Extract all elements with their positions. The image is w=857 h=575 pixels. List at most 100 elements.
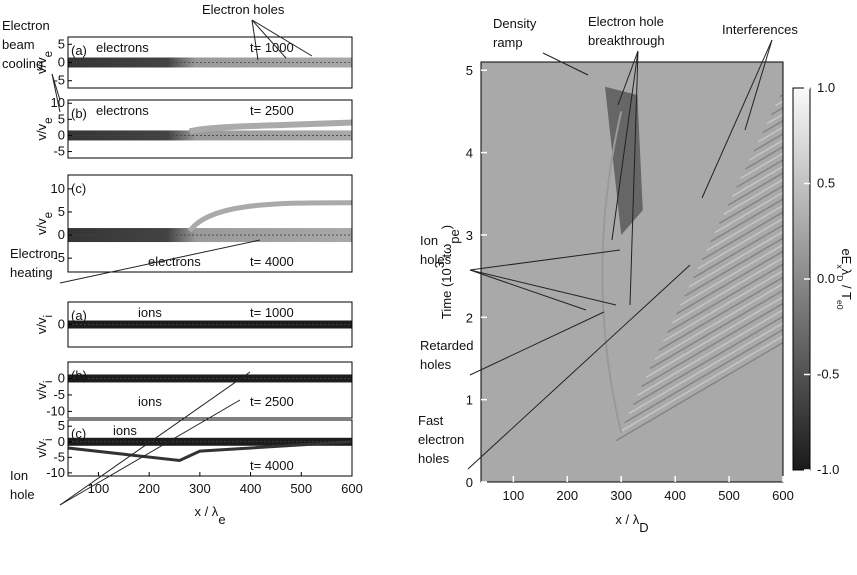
annotation-text: Electron — [2, 18, 50, 33]
y-tick-label: 5 — [466, 63, 473, 78]
colorbar-tick-label: -1.0 — [817, 462, 839, 477]
stripe — [654, 283, 784, 360]
annotation: Fast electron holes — [418, 264, 691, 470]
stripe — [770, 107, 784, 116]
y-tick-label: 2 — [466, 310, 473, 325]
panel-frame — [67, 99, 353, 159]
x-tick-label: 600 — [772, 488, 794, 503]
species-label: ions — [113, 423, 137, 438]
y-axis-label: v/ve — [34, 117, 55, 140]
panel-bg — [68, 420, 352, 476]
annotation-text: Fast — [418, 413, 444, 428]
stripe — [671, 257, 784, 324]
colorbar-label-part: λ — [839, 269, 854, 276]
y-tick-label: 3 — [466, 228, 473, 243]
panel-label: (c) — [71, 426, 86, 441]
stripe — [684, 237, 784, 297]
annotation-arrow — [469, 311, 605, 376]
x-tick-label: 100 — [503, 488, 525, 503]
y-axis-label: v/vi — [34, 315, 55, 334]
stripe — [624, 328, 784, 424]
annotation-arrow — [542, 52, 589, 76]
stripe — [706, 205, 784, 252]
y-tick-label: -10 — [46, 403, 65, 418]
y-tick-label: 5 — [58, 36, 65, 51]
y-tick-label: 1 — [466, 393, 473, 408]
annotation-arrow — [701, 39, 773, 199]
stripe — [693, 224, 784, 279]
annotation-arrow — [59, 399, 241, 506]
stripe — [762, 120, 784, 134]
annotation: Electron heating — [10, 239, 261, 284]
stripe — [727, 172, 784, 206]
x-axis-label-part: e — [218, 512, 225, 527]
x-axis-label: x / λD — [615, 512, 648, 535]
stripe — [645, 296, 784, 379]
species-label: electrons — [148, 254, 201, 269]
stripe — [736, 159, 784, 188]
x-axis-label-part: D — [639, 520, 648, 535]
x-tick-label: 500 — [290, 481, 312, 496]
time-label: t= 4000 — [250, 458, 294, 473]
colorbar-label-part: / T — [839, 281, 854, 300]
time-label: t= 2500 — [250, 103, 294, 118]
panel-label: (c) — [71, 181, 86, 196]
annotation-arrow — [469, 269, 617, 306]
y-axis-label: v/vi — [34, 438, 55, 457]
panel-label: (b) — [71, 368, 87, 383]
annotation-text: hole — [10, 487, 35, 502]
species-label: ions — [138, 305, 162, 320]
annotation-arrow — [59, 371, 251, 506]
annotation-text: holes — [418, 451, 450, 466]
panel: 50-5-10 (c) ions t= 4000 v/vi 100 200 300 400 500… — [34, 418, 363, 526]
annotation: Retarded holes — [420, 311, 605, 376]
stripe — [641, 302, 784, 388]
time-label: t= 1000 — [250, 40, 294, 55]
annotation-text: Electron — [10, 246, 58, 261]
y-tick-label: 5 — [58, 204, 65, 219]
x-tick-label: 400 — [664, 488, 686, 503]
stripe — [766, 113, 784, 125]
x-tick-label: 500 — [718, 488, 740, 503]
y-tick-label: 10 — [51, 181, 65, 196]
colorbar-tick-label: 0.5 — [817, 176, 835, 191]
annotation-arrow — [467, 264, 691, 470]
panel: 5 0 -5 (a) electrons t= 1000 v/ve — [34, 36, 353, 89]
x-tick-label: 200 — [138, 481, 160, 496]
panel-frame — [480, 61, 784, 483]
colorbar-tick-label: 0.0 — [817, 271, 835, 286]
annotation-text: cooling — [2, 56, 43, 71]
stripe — [757, 126, 784, 143]
y-tick-label: 4 — [466, 146, 473, 161]
y-axis-label: Time (103 tωpe) — [432, 225, 462, 319]
y-tick-label: 0 — [466, 475, 473, 490]
annotation-text: beam — [2, 37, 35, 52]
y-tick-label: -5 — [53, 250, 65, 265]
colorbar-label-part: eE — [839, 248, 854, 264]
time-label: t= 2500 — [250, 394, 294, 409]
y-axis-label-part: v/v — [34, 382, 49, 399]
annotation-arrow — [51, 73, 61, 113]
stripe — [775, 100, 784, 107]
x-axis-label: x / λe — [194, 504, 225, 527]
y-tick-label: 5 — [58, 111, 65, 126]
panel-label: (b) — [71, 106, 87, 121]
annotation: Electron beam cooling — [2, 18, 61, 113]
colorbar-label-part: x — [835, 264, 845, 269]
annotation: Ion holes — [420, 233, 621, 311]
y-tick-label: 0 — [58, 227, 65, 242]
y-tick-label: 0 — [58, 317, 65, 332]
y-axis-label-part: tω — [439, 244, 454, 261]
stripe — [649, 289, 784, 369]
annotation-arrow — [469, 249, 621, 271]
x-tick-label: 400 — [240, 481, 262, 496]
stripe — [632, 315, 784, 406]
y-axis-label-part: v/v — [34, 440, 49, 457]
annotation: Ion hole — [10, 371, 251, 506]
stripe — [740, 152, 784, 179]
y-axis-label-part: Time (10 — [439, 268, 454, 319]
y-tick-label: -10 — [46, 465, 65, 480]
panel-label: (a) — [71, 43, 87, 58]
